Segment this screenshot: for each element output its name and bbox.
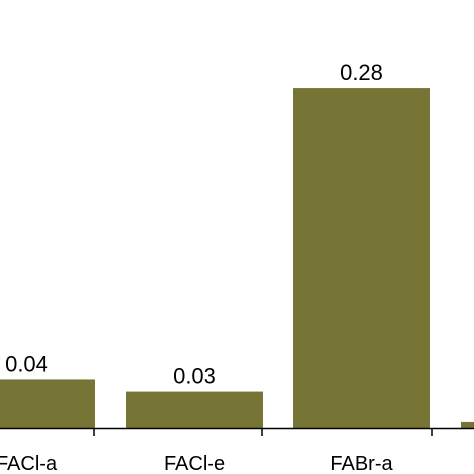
value-labels-group: 0.04 0.03 0.28 (5, 60, 383, 389)
bar-partial (461, 421, 474, 428)
x-ticks-group (93, 428, 433, 436)
bar-fabr-a (293, 88, 430, 428)
value-label: 0.04 (5, 351, 48, 376)
x-tick-labels-group: FACl-a FACl-e FABr-a (0, 453, 393, 474)
bars-group (0, 88, 474, 428)
bar-facl-e (126, 391, 263, 428)
value-label: 0.28 (340, 60, 383, 85)
bar-facl-a (0, 379, 95, 428)
value-label: 0.03 (173, 364, 216, 389)
x-tick-label: FABr-a (330, 453, 393, 474)
x-tick-label: FACl-a (0, 453, 58, 474)
x-tick-label: FACl-e (164, 453, 225, 474)
